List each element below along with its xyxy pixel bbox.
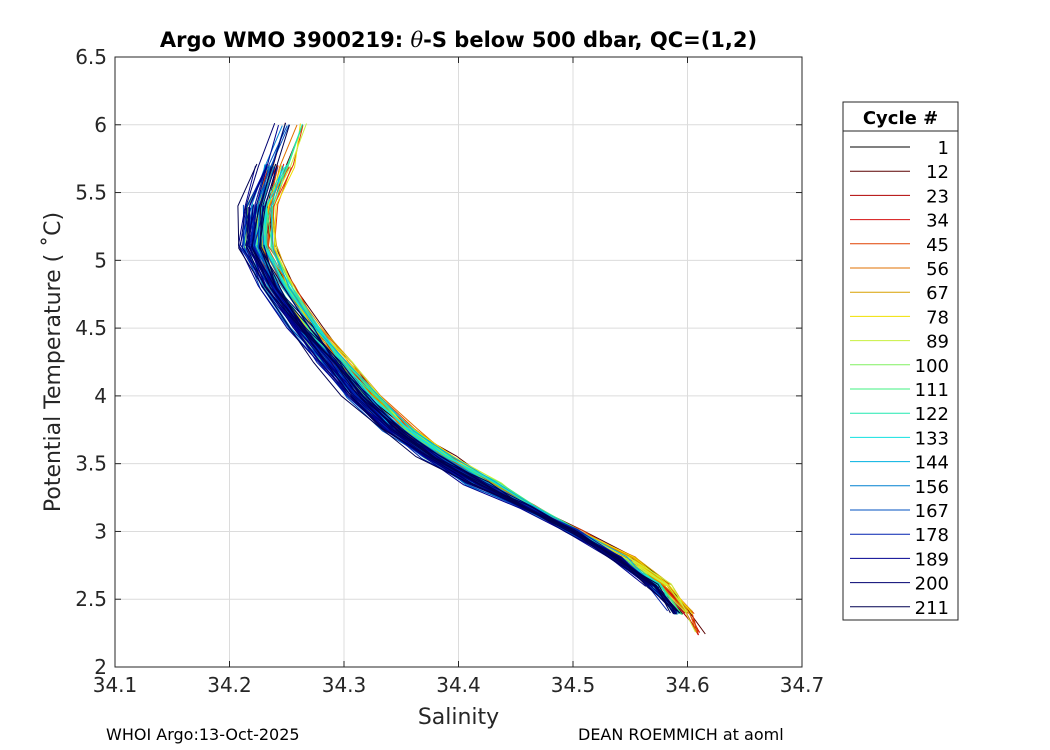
legend-label-100: 100 [915,356,949,377]
legend-label-122: 122 [915,404,949,425]
chart-title: Argo WMO 3900219: θ-S below 500 dbar, QC… [160,28,757,52]
legend-label-12: 12 [926,162,949,183]
legend-label-111: 111 [915,380,949,401]
y-tick-label: 5.5 [75,181,107,205]
legend-label-89: 89 [926,332,949,353]
profile-curve-cycle-211 [259,246,681,614]
footer-source-date: WHOI Argo:13-Oct-2025 [106,725,300,744]
legend-label-34: 34 [926,211,949,232]
legend-label-133: 133 [915,428,949,449]
legend-label-45: 45 [926,235,949,256]
y-axis-label: Potential Temperature ( ˚C) [41,212,66,512]
y-tick-label: 6 [94,113,107,137]
y-tick-label: 4.5 [75,316,107,340]
x-tick-label: 34.2 [207,673,252,697]
chart-title-suffix: -S below 500 dbar, QC=(1,2) [423,28,757,52]
x-tick-label: 34.3 [322,673,367,697]
x-tick-label: 34.6 [665,673,710,697]
x-tick-label: 34.4 [436,673,481,697]
y-tick-label: 2.5 [75,587,107,611]
legend-label-78: 78 [926,307,949,328]
legend-label-167: 167 [915,501,949,522]
x-axis-label: Salinity [418,705,499,730]
legend-box [842,101,959,621]
y-tick-label: 6.5 [75,45,107,69]
legend-label-67: 67 [926,283,949,304]
legend-label-178: 178 [915,525,949,546]
profile-curves [237,122,706,636]
chart-title-symbol: θ [410,28,423,52]
legend-label-189: 189 [915,549,949,570]
legend-label-144: 144 [915,453,949,474]
y-tick-label: 3.5 [75,452,107,476]
chart-title-prefix: Argo WMO 3900219: [160,28,411,52]
legend-label-156: 156 [915,477,949,498]
x-tick-label: 34.5 [551,673,596,697]
legend-label-211: 211 [915,598,949,619]
profile-curve-cycle-211 [246,207,678,612]
y-tick-label: 5 [94,248,107,272]
x-tick-label: 34.7 [780,673,825,697]
y-tick-label: 2 [94,655,107,679]
legend-label-23: 23 [926,186,949,207]
legend-label-1: 1 [938,138,949,159]
footer-pi-credit: DEAN ROEMMICH at aoml [578,725,784,744]
legend-title: Cycle # [863,108,938,129]
legend-label-56: 56 [926,259,949,280]
profile-curve-cycle-200 [240,123,677,615]
legend-label-200: 200 [915,574,949,595]
y-tick-label: 3 [94,519,107,543]
x-tick-label: 34.1 [93,673,138,697]
legend: Cycle #1 12 23 34 45 56 67 78 89 100 111 122 133 144 1… [842,101,959,621]
y-tick-label: 4 [94,384,107,408]
